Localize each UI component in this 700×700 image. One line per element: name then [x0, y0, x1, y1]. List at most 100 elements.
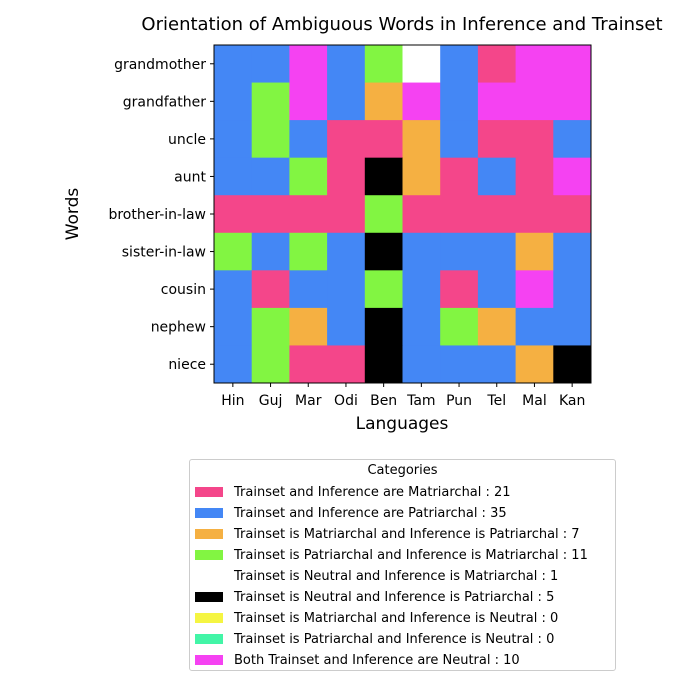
heatmap-cell: [327, 345, 366, 384]
legend-label: Trainset is Neutral and Inference is Pat…: [234, 589, 555, 605]
heatmap-cell: [477, 345, 517, 384]
legend-swatch: [195, 508, 223, 518]
heatmap-cell: [553, 232, 592, 271]
legend-item: Trainset is Patriarchal and Inference is…: [195, 629, 554, 649]
heatmap-cell: [214, 345, 253, 384]
heatmap-cell: [364, 195, 403, 234]
heatmap-cells: [214, 45, 592, 384]
heatmap-cell: [553, 195, 592, 234]
legend-label: Trainset is Patriarchal and Inference is…: [234, 631, 555, 647]
heatmap-cell: [364, 45, 403, 84]
heatmap-cell: [251, 232, 290, 271]
y-tick-label: nephew: [151, 320, 206, 336]
heatmap-cell: [515, 307, 554, 346]
heatmap-cell: [214, 195, 253, 234]
heatmap-cell: [402, 195, 441, 234]
heatmap-cell: [364, 270, 403, 309]
heatmap-cell: [214, 157, 253, 196]
heatmap-cell: [251, 157, 290, 196]
heatmap-cell: [515, 82, 554, 121]
legend-swatch: [195, 550, 223, 560]
x-tick-label: Kan: [559, 393, 585, 409]
legend-item: Trainset is Patriarchal and Inference is…: [195, 545, 588, 565]
heatmap-cell: [289, 45, 328, 84]
y-tick-label: grandmother: [114, 57, 206, 73]
heatmap-cell: [553, 345, 592, 384]
heatmap-cell: [553, 120, 592, 159]
y-tick-label: grandfather: [123, 94, 206, 110]
legend-item: Both Trainset and Inference are Neutral …: [195, 650, 520, 670]
heatmap-cell: [327, 82, 366, 121]
heatmap-cell: [402, 345, 441, 384]
heatmap-cell: [477, 232, 517, 271]
heatmap-cell: [364, 82, 403, 121]
x-tick-label: Odi: [334, 393, 358, 409]
heatmap-cell: [440, 82, 479, 121]
heatmap-cell: [440, 195, 479, 234]
legend-swatch: [195, 592, 223, 602]
heatmap-cell: [440, 157, 479, 196]
heatmap-cell: [402, 232, 441, 271]
heatmap-cell: [440, 232, 479, 271]
heatmap-cell: [477, 82, 517, 121]
heatmap-cell: [477, 120, 517, 159]
legend-item: Trainset is Matriarchal and Inference is…: [195, 524, 580, 544]
legend-title: Categories: [367, 463, 438, 478]
chart-title: Orientation of Ambiguous Words in Infere…: [141, 14, 662, 35]
heatmap-cell: [440, 120, 479, 159]
legend-item: Trainset and Inference are Matriarchal :…: [195, 482, 511, 502]
heatmap-cell: [251, 82, 290, 121]
x-tick-label: Guj: [259, 393, 283, 409]
heatmap-cell: [515, 270, 554, 309]
y-tick-label: sister-in-law: [122, 245, 206, 261]
heatmap-cell: [214, 307, 253, 346]
heatmap-cell: [515, 232, 554, 271]
legend-swatch: [195, 613, 223, 623]
heatmap-cell: [327, 195, 366, 234]
heatmap-cell: [477, 45, 517, 84]
heatmap-cell: [515, 157, 554, 196]
heatmap-cell: [327, 157, 366, 196]
legend-swatch: [195, 529, 223, 539]
heatmap-cell: [402, 120, 441, 159]
heatmap-cell: [214, 45, 253, 84]
heatmap-cell: [440, 270, 479, 309]
heatmap-cell: [477, 270, 517, 309]
y-tick-label: uncle: [168, 132, 206, 148]
heatmap-cell: [515, 195, 554, 234]
heatmap-cell: [553, 82, 592, 121]
x-tick-label: Pun: [446, 393, 472, 409]
legend-swatch: [195, 487, 223, 497]
heatmap-cell: [289, 232, 328, 271]
legend-label: Trainset is Neutral and Inference is Mat…: [234, 568, 559, 584]
heatmap-cell: [440, 345, 479, 384]
legend-swatch: [195, 634, 223, 644]
legend-label: Both Trainset and Inference are Neutral …: [234, 652, 520, 668]
y-axis-label: Words: [63, 188, 83, 241]
legend-label: Trainset is Matriarchal and Inference is…: [234, 610, 559, 626]
heatmap-cell: [553, 45, 592, 84]
heatmap-cell: [251, 270, 290, 309]
heatmap-cell: [402, 270, 441, 309]
heatmap-cell: [402, 307, 441, 346]
heatmap-cell: [553, 157, 592, 196]
heatmap-cell: [402, 45, 441, 84]
heatmap-cell: [327, 270, 366, 309]
heatmap-cell: [289, 157, 328, 196]
heatmap-cell: [553, 307, 592, 346]
heatmap-cell: [327, 45, 366, 84]
heatmap-cell: [214, 120, 253, 159]
y-tick-label: brother-in-law: [108, 207, 206, 223]
y-tick-label: niece: [168, 357, 206, 373]
legend-swatch: [195, 655, 223, 665]
x-tick-label: Tel: [486, 393, 506, 409]
heatmap-cell: [327, 232, 366, 271]
heatmap-cell: [364, 345, 403, 384]
x-tick-label: Ben: [370, 393, 397, 409]
heatmap-cell: [477, 157, 517, 196]
x-tick-label: Mar: [295, 393, 322, 409]
y-tick-label: aunt: [174, 169, 206, 185]
heatmap-cell: [289, 195, 328, 234]
x-tick-label: Tam: [406, 393, 435, 409]
heatmap-cell: [251, 345, 290, 384]
